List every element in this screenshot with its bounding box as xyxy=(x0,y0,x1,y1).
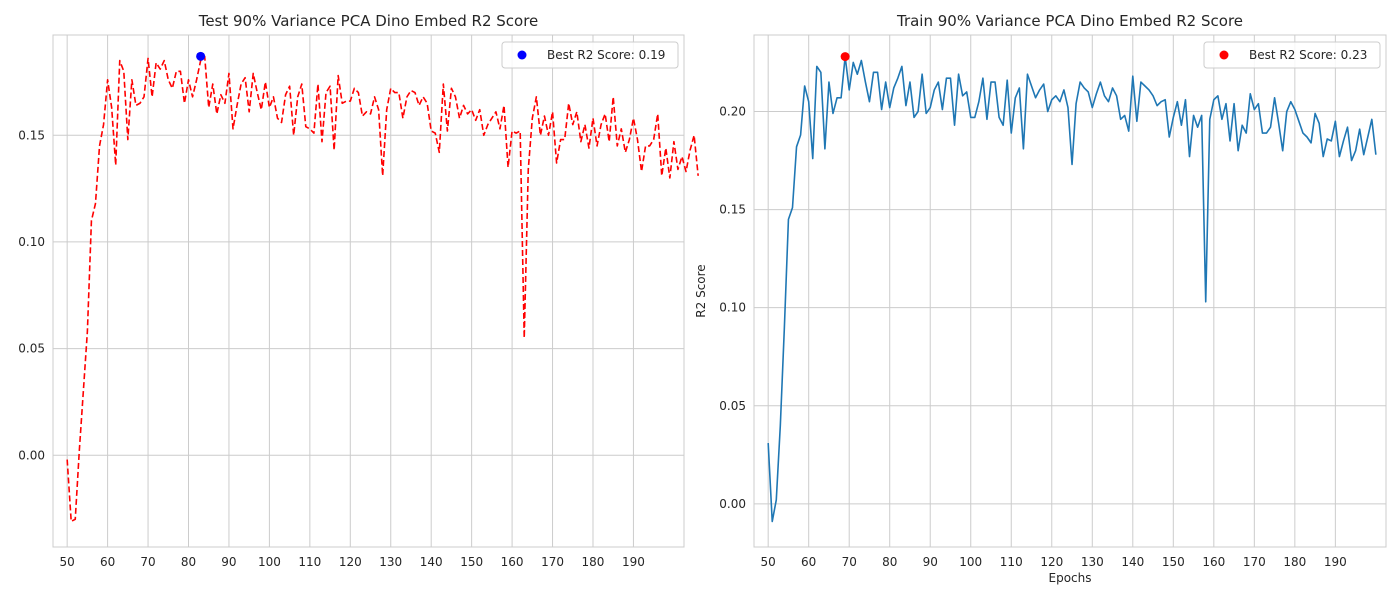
x-tick-label: 150 xyxy=(1162,555,1185,569)
y-tick-label: 0.15 xyxy=(719,203,746,217)
legend: Best R2 Score: 0.23 xyxy=(1203,41,1381,69)
y-tick-label: 0.10 xyxy=(18,235,45,249)
best-point-marker xyxy=(840,52,850,62)
chart-panel-2: 50 60 70 80 90 100 110 120 130 140 150 160 170 180 190… xyxy=(694,12,1387,585)
legend-box xyxy=(1203,41,1381,69)
x-tick-label: 70 xyxy=(842,555,857,569)
legend-label: Best R2 Score: 0.19 xyxy=(547,48,665,62)
x-tick-label: 90 xyxy=(221,555,236,569)
plot-frame xyxy=(753,34,1387,548)
x-tick-label: 180 xyxy=(1283,555,1306,569)
plot-frame xyxy=(52,34,685,548)
x-tick-label: 50 xyxy=(761,555,776,569)
x-tick-label: 70 xyxy=(140,555,155,569)
series-line xyxy=(767,55,1377,523)
x-tick-label: 180 xyxy=(582,555,605,569)
x-tick-label: 170 xyxy=(541,555,564,569)
x-tick-label: 80 xyxy=(181,555,196,569)
legend-marker xyxy=(1219,50,1229,60)
legend: Best R2 Score: 0.19 xyxy=(501,41,679,69)
x-tick-label: 120 xyxy=(339,555,362,569)
legend-label: Best R2 Score: 0.23 xyxy=(1249,48,1367,62)
y-tick-label: 0.05 xyxy=(719,399,746,413)
x-tick-label: 150 xyxy=(460,555,483,569)
y-tick-label: 0.00 xyxy=(18,448,45,462)
chart-title: Train 90% Variance PCA Dino Embed R2 Sco… xyxy=(896,12,1243,30)
x-tick-label: 160 xyxy=(501,555,524,569)
x-axis-label: Epochs xyxy=(1049,571,1092,585)
x-tick-label: 90 xyxy=(923,555,938,569)
y-tick-label: 0.15 xyxy=(18,128,45,142)
x-tick-label: 50 xyxy=(60,555,75,569)
x-tick-label: 60 xyxy=(100,555,115,569)
x-tick-label: 140 xyxy=(420,555,443,569)
x-tick-label: 140 xyxy=(1121,555,1144,569)
x-tick-label: 100 xyxy=(258,555,281,569)
x-tick-label: 110 xyxy=(1000,555,1023,569)
legend-marker xyxy=(517,50,527,60)
x-tick-label: 160 xyxy=(1202,555,1225,569)
x-tick-label: 100 xyxy=(959,555,982,569)
y-tick-label: 0.20 xyxy=(719,105,746,119)
legend-box xyxy=(501,41,679,69)
x-tick-label: 60 xyxy=(801,555,816,569)
y-axis-label: R2 Score xyxy=(694,264,708,317)
y-tick-label: 0.05 xyxy=(18,342,45,356)
x-tick-label: 80 xyxy=(882,555,897,569)
x-tick-label: 190 xyxy=(622,555,645,569)
chart-title: Test 90% Variance PCA Dino Embed R2 Scor… xyxy=(198,12,539,30)
x-tick-label: 120 xyxy=(1040,555,1063,569)
series-line xyxy=(66,55,699,523)
x-tick-label: 130 xyxy=(1081,555,1104,569)
y-tick-label: 0.00 xyxy=(719,497,746,511)
chart-panel-1: 50 60 70 80 90 100 110 120 130 140 150 160 170 180 190… xyxy=(18,12,699,569)
x-tick-label: 110 xyxy=(298,555,321,569)
best-point-marker xyxy=(196,51,206,61)
x-tick-label: 190 xyxy=(1324,555,1347,569)
x-tick-label: 170 xyxy=(1243,555,1266,569)
x-tick-label: 130 xyxy=(379,555,402,569)
y-tick-label: 0.10 xyxy=(719,301,746,315)
